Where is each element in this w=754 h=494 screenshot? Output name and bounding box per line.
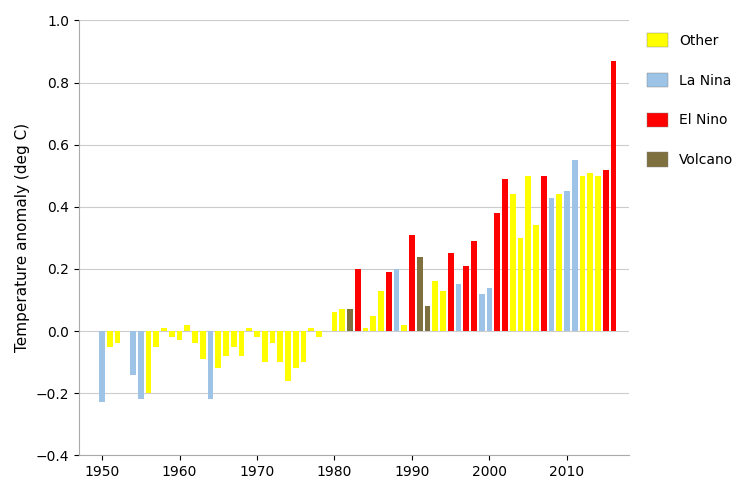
Bar: [587, 173, 593, 331]
Bar: [262, 331, 268, 362]
Bar: [495, 213, 500, 331]
Bar: [425, 306, 431, 331]
Bar: [580, 176, 585, 331]
Bar: [370, 316, 376, 331]
Bar: [223, 331, 229, 356]
Bar: [107, 331, 112, 347]
Bar: [448, 253, 454, 331]
Bar: [564, 191, 570, 331]
Bar: [533, 225, 539, 331]
Bar: [161, 328, 167, 331]
Bar: [541, 176, 547, 331]
Bar: [455, 285, 461, 331]
Bar: [602, 169, 608, 331]
Bar: [153, 331, 159, 347]
Bar: [332, 312, 337, 331]
Bar: [176, 331, 182, 340]
Bar: [526, 176, 531, 331]
Bar: [479, 294, 485, 331]
Y-axis label: Temperature anomaly (deg C): Temperature anomaly (deg C): [15, 124, 30, 352]
Bar: [200, 331, 206, 359]
Bar: [308, 328, 314, 331]
Legend: Other, La Nina, El Nino, Volcano: Other, La Nina, El Nino, Volcano: [642, 28, 739, 173]
Bar: [463, 266, 469, 331]
Bar: [192, 331, 198, 343]
Bar: [270, 331, 275, 343]
Bar: [247, 328, 252, 331]
Bar: [115, 331, 121, 343]
Bar: [277, 331, 284, 362]
Bar: [556, 195, 562, 331]
Bar: [510, 195, 516, 331]
Bar: [401, 325, 407, 331]
Bar: [517, 238, 523, 331]
Bar: [254, 331, 260, 337]
Bar: [238, 331, 244, 356]
Bar: [216, 331, 221, 369]
Bar: [548, 198, 554, 331]
Bar: [146, 331, 152, 393]
Bar: [316, 331, 322, 337]
Bar: [130, 331, 136, 374]
Bar: [293, 331, 299, 369]
Bar: [386, 272, 391, 331]
Bar: [440, 290, 446, 331]
Bar: [378, 290, 384, 331]
Bar: [471, 241, 477, 331]
Bar: [417, 256, 422, 331]
Bar: [207, 331, 213, 399]
Bar: [363, 328, 369, 331]
Bar: [572, 160, 578, 331]
Bar: [184, 325, 190, 331]
Bar: [432, 282, 438, 331]
Bar: [347, 309, 353, 331]
Bar: [99, 331, 105, 403]
Bar: [486, 288, 492, 331]
Bar: [231, 331, 237, 347]
Bar: [409, 235, 415, 331]
Bar: [355, 269, 360, 331]
Bar: [169, 331, 175, 337]
Bar: [138, 331, 144, 399]
Bar: [595, 176, 601, 331]
Bar: [502, 179, 508, 331]
Bar: [611, 61, 616, 331]
Bar: [394, 269, 400, 331]
Bar: [285, 331, 291, 381]
Bar: [301, 331, 306, 362]
Bar: [339, 309, 345, 331]
